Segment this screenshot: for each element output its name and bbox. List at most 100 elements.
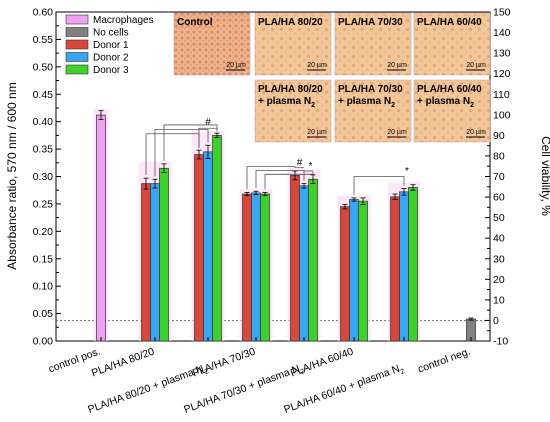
y-tick-label: 0.60: [33, 7, 54, 19]
legend-label: No cells: [93, 28, 129, 39]
legend-swatch: [65, 52, 89, 62]
bar: [308, 178, 318, 342]
scale-label: 20 µm: [466, 62, 486, 69]
legend-swatch: [65, 14, 89, 25]
bar: [159, 167, 169, 342]
y-tick-label: 0.00: [33, 336, 54, 348]
bar: [194, 154, 204, 342]
bar: [390, 196, 400, 342]
legend-label: Donor 1: [93, 40, 129, 51]
y-tick-label: 0.55: [33, 34, 54, 46]
y-tick-label: 0.20: [33, 226, 54, 238]
scale-label: 20 µm: [226, 62, 246, 69]
micrograph-image: [413, 79, 491, 143]
micrograph-panel: PLA/HA 70/30+ plasma N2 20 µm: [334, 79, 412, 143]
bar: [141, 183, 151, 342]
micrograph-subtitle: + plasma N2: [258, 96, 315, 109]
scale-label: 20 µm: [387, 62, 407, 69]
bar: [408, 187, 418, 342]
significance-mark: #: [297, 158, 303, 169]
micrograph-subscript: 2: [311, 102, 315, 109]
micrograph-image: [254, 79, 332, 143]
x-tick-label: PLA/HA 60/40: [289, 345, 355, 379]
micrograph-title: PLA/HA 70/30: [338, 84, 403, 95]
y-axis-label: Absorbance ratio, 570 nm / 600 nm: [5, 82, 19, 269]
y2-tick-label: 110: [493, 89, 510, 101]
y2-tick-label: 40: [493, 233, 505, 245]
bar: [260, 193, 270, 342]
micrograph-image: [254, 12, 332, 76]
micrograph-title: PLA/HA 60/40: [417, 84, 482, 95]
y-tick-label: 0.25: [33, 198, 54, 210]
micrograph-panel: PLA/HA 80/20 20 µm: [254, 12, 332, 76]
bar: [358, 200, 368, 342]
y-axis-left: 0.00 0.05 0.10 0.15 0.20 0.25 0.30 0.35 0.40 0.45…: [33, 7, 61, 348]
micrograph-title: PLA/HA 70/30: [338, 17, 403, 28]
y-tick-label: 0.10: [33, 281, 54, 293]
scale-label: 20 µm: [387, 129, 407, 136]
y2-tick-label: 100: [493, 109, 511, 121]
scale-label: 20 µm: [307, 62, 327, 69]
significance-bracket: [163, 124, 218, 161]
bar: [150, 183, 160, 342]
scale-label: 20 µm: [307, 129, 327, 136]
y2-tick-label: 10: [493, 294, 505, 306]
y2-tick-label: 120: [493, 68, 511, 80]
significance-mark: *: [405, 166, 409, 177]
micrograph-title: PLA/HA 60/40: [417, 17, 482, 28]
legend-label: Donor 2: [93, 53, 129, 64]
legend-label: Donor 3: [93, 65, 129, 76]
y2-tick-label: 20: [493, 274, 505, 286]
micrograph-subtitle: + plasma N2: [338, 96, 395, 109]
bar: [212, 135, 222, 342]
micrograph-image: [334, 79, 412, 143]
bar: [290, 175, 300, 342]
bar: [340, 206, 350, 342]
y-tick-label: 0.40: [33, 116, 54, 128]
micrograph-panel: PLA/HA 60/40+ plasma N2 20 µm: [413, 79, 491, 143]
micrograph-subtitle: + plasma N2: [417, 96, 474, 109]
significance-mark: *: [309, 161, 313, 172]
bar: [96, 114, 106, 342]
micrograph-panel: PLA/HA 60/40 20 µm: [413, 12, 491, 76]
bar: [251, 192, 261, 342]
micrograph-panel: PLA/HA 70/30 20 µm: [334, 12, 412, 76]
y-axis-right: -10 0 10 20 30 40 50 60 70 80 90 100 110 120 130 140 150: [485, 7, 511, 348]
legend-label: Macrophages: [93, 15, 154, 26]
significance-bracket: [198, 127, 218, 148]
y2-tick-label: 80: [493, 150, 505, 162]
bars-group: [93, 108, 476, 342]
x-tick-label: control neg.: [416, 346, 472, 376]
micrograph-panel: PLA/HA 80/20+ plasma N2 20 µm: [254, 79, 332, 143]
x-tick-subscript: 2: [300, 368, 306, 376]
y2-tick-label: 130: [493, 48, 511, 60]
y2-tick-label: 30: [493, 253, 505, 265]
x-tick-label: PLA/HA 80/20: [90, 345, 156, 379]
y2-tick-label: 0: [493, 315, 499, 327]
micrograph-subscript: 2: [470, 102, 474, 109]
y2-tick-label: 140: [493, 27, 511, 39]
micrograph-panel: Control 20 µm: [173, 12, 251, 76]
y-tick-label: 0.50: [33, 61, 54, 73]
significance-mark: #: [205, 117, 211, 128]
bar: [299, 185, 309, 342]
y-tick-label: 0.05: [33, 308, 54, 320]
y-tick-label: 0.45: [33, 89, 54, 101]
legend-swatch: [65, 27, 89, 37]
x-tick-subscript: 2: [400, 368, 406, 376]
y-tick-label: 0.30: [33, 171, 54, 183]
significance-brackets: # # * *: [145, 117, 409, 195]
significance-bracket: [154, 128, 209, 177]
y2-tick-label: 60: [493, 192, 505, 204]
y2-tick-label: 50: [493, 212, 505, 224]
y-tick-label: 0.35: [33, 144, 54, 156]
bar: [203, 151, 213, 342]
micrograph-title: PLA/HA 80/20: [258, 84, 323, 95]
significance-bracket: [246, 166, 296, 190]
micrograph-title: Control: [177, 17, 213, 28]
micrograph-title: PLA/HA 80/20: [258, 17, 323, 28]
significance-bracket: [353, 176, 405, 195]
micrograph-subscript: 2: [391, 102, 395, 109]
